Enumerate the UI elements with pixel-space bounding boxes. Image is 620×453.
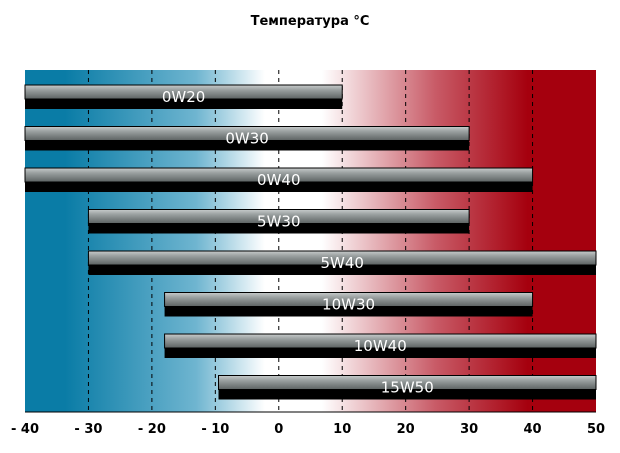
range-bar: 10W30 xyxy=(164,292,534,317)
range-bar: 5W30 xyxy=(87,209,470,234)
x-tick-label: 30 xyxy=(460,422,478,437)
x-tick-label: - 40 xyxy=(11,422,39,437)
bar-body xyxy=(87,250,597,266)
bar-shadow xyxy=(164,304,533,317)
bar-label: 15W50 xyxy=(381,379,434,397)
bar-body xyxy=(24,167,534,183)
x-tick-label: 40 xyxy=(524,422,542,437)
bar-label: 10W40 xyxy=(354,337,407,355)
bar-shadow xyxy=(25,180,533,192)
bar-body xyxy=(164,292,534,307)
x-tick-label: - 30 xyxy=(74,422,102,437)
bar-label: 0W20 xyxy=(162,88,205,106)
range-bar: 0W40 xyxy=(24,167,534,192)
bar-shadow xyxy=(218,387,596,400)
bar-shadow xyxy=(25,138,470,151)
x-tick-labels: - 40 - 30 - 20 - 10 0 10 20 30 40 50 xyxy=(11,422,605,437)
bar-body xyxy=(87,209,470,224)
range-bar: 10W40 xyxy=(164,333,597,358)
bar-shadow xyxy=(88,263,596,275)
x-tick-label: - 10 xyxy=(201,422,229,437)
range-bar: 5W40 xyxy=(87,250,597,275)
x-tick-label: 0 xyxy=(274,422,283,437)
range-bar: 15W50 xyxy=(218,375,597,400)
range-bar: 0W30 xyxy=(24,126,470,151)
plot-background xyxy=(25,70,596,412)
bar-label: 0W40 xyxy=(257,171,300,189)
bar-body xyxy=(164,333,597,349)
bar-shadow xyxy=(25,97,343,109)
bar-label: 5W40 xyxy=(320,254,363,272)
range-bar: 0W20 xyxy=(24,84,343,109)
chart-title: Температура °C xyxy=(250,14,370,29)
x-tick-label: 20 xyxy=(397,422,415,437)
bar-shadow xyxy=(88,221,470,234)
x-tick-label: 50 xyxy=(587,422,605,437)
bar-label: 5W30 xyxy=(257,213,300,231)
bar-label: 10W30 xyxy=(322,296,375,314)
bar-body xyxy=(24,126,470,141)
x-tick-label: 10 xyxy=(333,422,351,437)
range-bars: 0W20 0W30 0W40 5W30 5W40 10W30 10W40 15W50 xyxy=(24,84,597,400)
bar-body xyxy=(218,375,597,390)
bar-shadow xyxy=(164,346,597,358)
bar-body xyxy=(24,84,343,100)
x-tick-label: - 20 xyxy=(138,422,166,437)
bar-label: 0W30 xyxy=(225,130,268,148)
